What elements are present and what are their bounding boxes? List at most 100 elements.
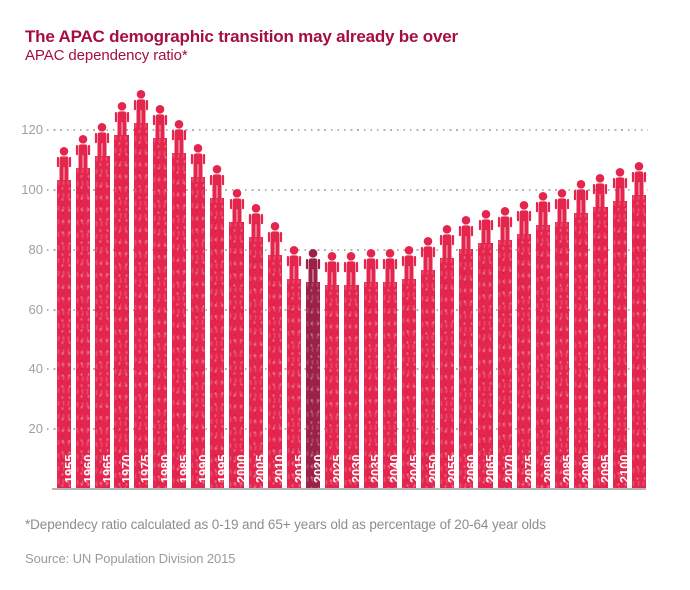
person-icon (612, 167, 627, 202)
bar-1995: 1995 (216, 188, 244, 488)
x-tick-label-2075: 2075 (522, 454, 537, 483)
chart-title: The APAC demographic transition may alre… (25, 27, 458, 46)
footnote: *Dependecy ratio calculated as 0-19 and … (25, 517, 546, 532)
person-icon (171, 120, 187, 155)
x-tick-label-2085: 2085 (560, 454, 575, 483)
bar-1975: 1975 (139, 105, 167, 488)
gridline-100 (47, 189, 648, 191)
y-tick-label-100: 100 (21, 182, 43, 197)
x-tick-label-1980: 1980 (158, 454, 173, 483)
person-icon (114, 102, 129, 137)
person-icon (535, 191, 551, 226)
bar-2020: 2020 (312, 251, 340, 488)
y-tick-label-40: 40 (28, 361, 43, 377)
x-tick-label-2015: 2015 (292, 454, 307, 483)
plot-area: 20 40 60 80 100 120 1950 1955 1960 1965 1970 1975 1… (21, 0, 648, 490)
x-tick-label-2040: 2040 (388, 454, 403, 483)
person-icon (267, 221, 282, 256)
person-icon (516, 200, 531, 235)
bar-2100: 2100 (618, 161, 646, 488)
x-tick-label-1990: 1990 (196, 454, 211, 483)
bar-1960: 1960 (82, 123, 110, 488)
bar-1955: 1955 (63, 135, 91, 488)
bar-2065: 2065 (484, 206, 512, 488)
person-icon (555, 188, 570, 223)
person-icon (459, 215, 474, 250)
person-icon (593, 173, 608, 208)
person-icon (210, 164, 225, 199)
x-axis-line (52, 488, 646, 490)
person-icon (286, 245, 302, 280)
bar-2000: 2000 (235, 203, 263, 488)
bar-1950: 1950 (44, 147, 72, 488)
person-icon (574, 179, 589, 214)
person-icon (382, 248, 397, 283)
bar-2080: 2080 (542, 188, 570, 488)
bar-2035: 2035 (369, 248, 397, 488)
chart-subtitle: APAC dependency ratio* (25, 47, 188, 64)
person-icon (497, 206, 512, 241)
person-icon (95, 123, 110, 158)
person-icon (133, 90, 148, 125)
y-tick-label-20: 20 (28, 421, 43, 437)
y-tick-label-60: 60 (28, 301, 43, 317)
person-icon (229, 188, 244, 223)
y-tick-label-80: 80 (28, 241, 43, 257)
x-tick-label-2080: 2080 (541, 454, 556, 483)
x-tick-label-2090: 2090 (579, 454, 594, 483)
x-tick-label-2045: 2045 (407, 454, 422, 483)
person-icon (248, 203, 263, 238)
person-icon (440, 224, 455, 259)
x-tick-label-1975: 1975 (139, 454, 154, 483)
x-tick-label-2095: 2095 (599, 454, 614, 483)
bar-2005: 2005 (254, 221, 282, 488)
x-tick-label-1955: 1955 (62, 454, 77, 483)
bar-2070: 2070 (503, 200, 531, 488)
bar-2075: 2075 (523, 191, 551, 488)
x-tick-label-2005: 2005 (254, 454, 269, 483)
bar-2010: 2010 (273, 245, 302, 488)
y-tick-label-120: 120 (21, 122, 43, 138)
bars-layer: 1950 1955 1960 1965 1970 1975 1980 1985 1990 1995… (44, 0, 646, 488)
bar-2085: 2085 (561, 179, 589, 488)
bar-2090: 2090 (580, 173, 608, 488)
bar-1980: 1980 (159, 120, 187, 488)
x-tick-label-2035: 2035 (369, 454, 384, 483)
bar-2045: 2045 (408, 236, 436, 488)
x-tick-label-1970: 1970 (120, 454, 135, 483)
x-tick-label-2055: 2055 (445, 454, 460, 483)
person-icon (191, 144, 206, 179)
bar-2025: 2025 (331, 251, 359, 488)
person-icon (306, 248, 321, 283)
bar-1965: 1965 (101, 102, 129, 488)
source-note: Source: UN Population Division 2015 (25, 551, 236, 566)
bar-2095: 2095 (599, 167, 627, 488)
x-tick-label-1995: 1995 (216, 454, 230, 483)
x-tick-label-2050: 2050 (426, 454, 441, 483)
x-tick-label-1950: 1950 (43, 454, 58, 483)
person-icon (325, 251, 340, 286)
bar-1985: 1985 (178, 144, 206, 488)
person-icon (152, 105, 167, 140)
person-icon (631, 161, 646, 196)
x-tick-label-1960: 1960 (81, 454, 96, 483)
bar-1990: 1990 (197, 164, 225, 488)
x-tick-label-2000: 2000 (235, 454, 250, 483)
person-icon (76, 135, 91, 170)
x-tick-label-2060: 2060 (465, 454, 480, 483)
person-icon (420, 236, 436, 271)
gridline-80 (47, 248, 648, 251)
bar-2040: 2040 (388, 245, 417, 488)
x-tick-label-2020: 2020 (311, 454, 326, 483)
x-tick-label-2070: 2070 (503, 454, 518, 483)
bar-1970: 1970 (120, 90, 148, 488)
person-icon (363, 248, 378, 283)
bar-2050: 2050 (427, 224, 455, 488)
x-tick-label-2065: 2065 (484, 454, 499, 483)
x-tick-label-2025: 2025 (330, 454, 345, 483)
bar-2015: 2015 (293, 248, 321, 488)
bar-2055: 2055 (446, 215, 474, 488)
x-tick-label-2010: 2010 (273, 454, 288, 483)
gridline-120 (47, 129, 648, 132)
x-tick-label-2030: 2030 (350, 454, 365, 483)
